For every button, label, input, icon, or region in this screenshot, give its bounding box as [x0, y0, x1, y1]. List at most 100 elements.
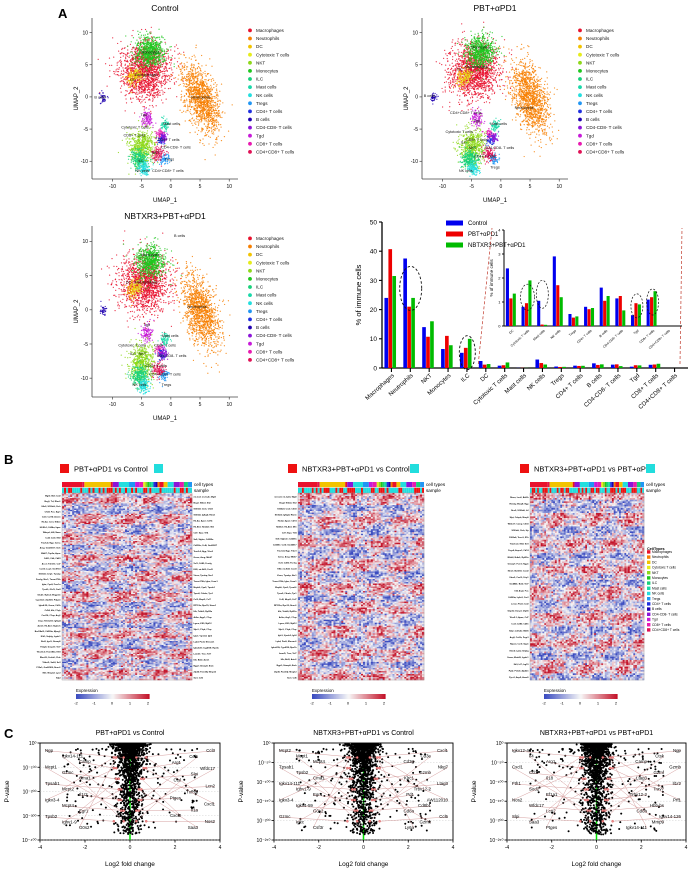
expression-colorbar — [583, 694, 585, 699]
heatmap-gene-label-right: Mspk6; Cpa3; Tpsab1 — [194, 587, 216, 589]
label-leader-line — [602, 750, 682, 758]
umap-cluster-label: Mast cells — [162, 334, 179, 338]
bar-category-label: B cells — [586, 373, 603, 389]
expression-colorbar — [570, 694, 573, 699]
bar-category-label: Tregs — [550, 373, 565, 388]
volcano-highlight-point — [588, 756, 592, 759]
volcano-highlight-point — [117, 777, 121, 781]
umap-x-tick: 10 — [226, 402, 232, 408]
volcano-points — [295, 743, 432, 836]
celltypes-legend-label: NK cells — [652, 592, 664, 596]
bar-category-label: Cytotoxic T cells — [473, 373, 509, 407]
expression-colorbar — [321, 694, 324, 699]
expression-colorbar — [614, 694, 617, 699]
legend-swatch — [578, 28, 582, 33]
umap-cluster-label: ILC — [461, 141, 467, 145]
umap-cluster-label: Tregs — [490, 166, 500, 170]
expression-colorbar — [330, 694, 332, 699]
expression-colorbar — [344, 694, 347, 699]
heatmap-gene-label: Bst2; Igvi1; Gimap5 — [41, 640, 61, 643]
inset-bar — [521, 306, 525, 326]
expression-colorbar — [124, 694, 127, 699]
umap-x-tick: -5 — [469, 184, 474, 190]
heatmap-gene-label: H2-Eb1; Cd24a; Itgae — [40, 526, 62, 529]
bar — [656, 363, 661, 368]
heatmap-gene-label: Gzma; Medd3; Lgals1 — [507, 657, 529, 659]
volcano-gene-label: Ptges — [546, 825, 558, 830]
heatmap-gene-label: Itlb; Tubb5; Rpl23a — [278, 610, 297, 613]
heatmap-gene-label-right: Sell; Siglec; Cd209a — [194, 539, 215, 541]
volcano-highlight-point — [348, 756, 352, 759]
inset-bar — [653, 291, 657, 326]
volcano-gene-label: G0s2 — [313, 809, 324, 814]
volcano-x-tick: -2 — [317, 845, 322, 851]
volcano-gene-label: Slpi — [191, 772, 198, 777]
legend-swatch — [578, 60, 582, 65]
volcano-x-label: Log2 fold change — [572, 861, 622, 868]
legend-swatch — [248, 133, 252, 138]
label-leader-line — [528, 755, 586, 801]
inset-y-label: % of immune cells — [489, 259, 494, 297]
volcano-highlight-point — [353, 788, 357, 791]
label-leader-line — [44, 783, 119, 790]
immune-cell-bar-chart: 0 10 20 30 40 50% of immune cells Macrophages N… — [352, 208, 700, 426]
colorbar-tick: 2 — [383, 701, 386, 706]
expression-colorbar — [371, 694, 374, 699]
label-leader-line — [605, 794, 648, 801]
volcano-gene-label: Gzmf — [654, 770, 665, 775]
expression-colorbar — [375, 694, 378, 699]
label-leader-line — [369, 778, 415, 822]
heatmap-gene-label: Klf2; mt-Nd3; Cxcl3 — [277, 568, 297, 571]
heatmap-gene-label: Ccnl3; Lsp1; Gm9733 — [39, 568, 61, 570]
bar-y-tick: 0 — [373, 365, 377, 372]
bar-y-tick: 50 — [370, 219, 378, 226]
label-leader-line — [78, 778, 124, 822]
umap-cluster-label: ILC — [130, 352, 136, 356]
label-leader-line — [141, 756, 199, 801]
label-leader-line — [44, 750, 124, 758]
heatmap-gene-label: Cd209e; Ccl6; Gm26917 — [273, 545, 297, 547]
bar-y-label: % of immune cells — [354, 264, 363, 325]
expression-colorbar — [351, 694, 353, 699]
label-leader-line — [61, 772, 117, 779]
volcano-y-tick: 10⁰ — [29, 741, 37, 747]
volcano-highlight-point — [355, 756, 359, 759]
volcano-gene-label: Csf3r — [313, 825, 324, 830]
heatmap-cells — [298, 493, 425, 681]
label-leader-line — [295, 772, 350, 779]
volcano-highlight-point — [378, 756, 381, 759]
volcano-gene-label: Cxcl1 — [437, 748, 449, 753]
volcano-highlight-point — [115, 756, 118, 759]
legend-label: Tgd — [256, 133, 264, 138]
volcano-highlight-point — [581, 766, 585, 770]
heatmap-gene-label: Gzmc; Areg; Mki67 — [278, 556, 297, 559]
expression-colorbar — [607, 694, 610, 699]
expression-colorbar — [362, 694, 364, 699]
expression-colorbar — [605, 694, 607, 699]
expression-colorbar — [82, 694, 84, 699]
volcano-gene-label: Wfdc17 — [529, 803, 544, 808]
label-leader-line — [379, 761, 415, 769]
volcano-gene-label: Gzmb — [669, 764, 681, 769]
volcano-gene-label: Camp — [79, 759, 91, 764]
bar-y-tick: 10 — [370, 336, 378, 343]
expression-colorbar — [340, 694, 342, 699]
label-leader-line — [312, 794, 355, 801]
heatmap-gene-label-right: Gzmc; Areg; Mki67 — [194, 556, 213, 559]
bar-legend-label: PBT+αPD1 — [468, 232, 499, 238]
expression-colorbar — [130, 694, 133, 699]
heatmap-gene-label: Sdpl — [56, 678, 61, 680]
volcano-highlight-point — [606, 777, 609, 781]
volcano-gene-label: Ighv1-9 — [62, 820, 77, 825]
expression-colorbar — [88, 694, 90, 699]
heatmap-gene-label: Ngp2; Gimap9; Emb — [277, 665, 298, 667]
heatmap-gene-label: H2-Aa; Apoe; Cd74 — [278, 519, 298, 522]
heatmap-gene-label-right: Trav3-4; Ngp; Trbv3 — [194, 550, 214, 553]
umap-x-label: UMAP_1 — [483, 198, 508, 204]
legend-label: CD4+CD8+ T cells — [256, 358, 295, 363]
heatmap-gene-label: Bsg1; Trf; Rbm1 — [44, 500, 61, 503]
bar — [478, 360, 483, 368]
label-leader-line — [372, 789, 432, 823]
expression-colorbar — [612, 694, 614, 699]
volcano-highlight-point — [586, 798, 590, 802]
